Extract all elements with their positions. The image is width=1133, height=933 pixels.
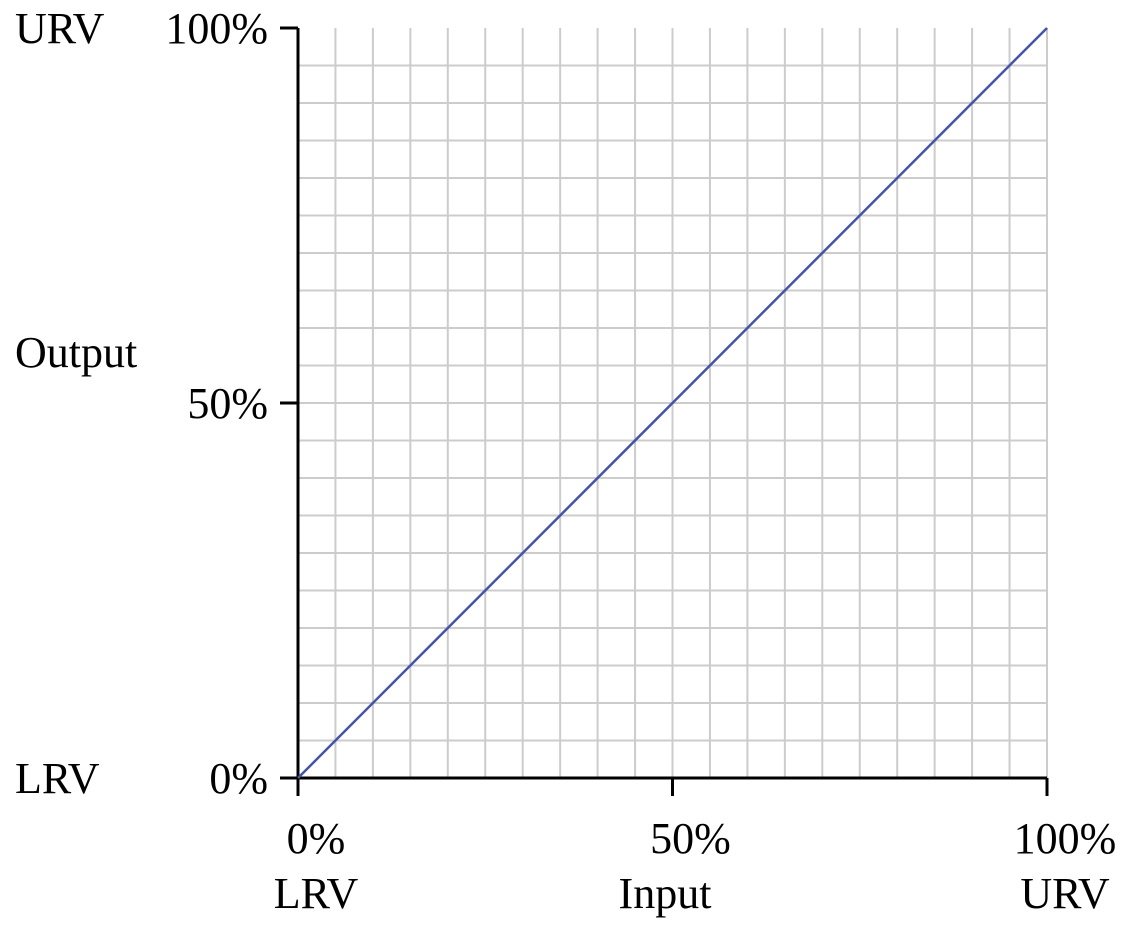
y-axis-label: Output — [15, 328, 137, 377]
y-tick-label: 0% — [209, 754, 268, 803]
y-tick-label: 100% — [165, 4, 268, 53]
x-tick-sublabel: LRV — [274, 869, 359, 918]
axes — [280, 26, 1049, 796]
series-line — [297, 27, 1048, 779]
x-tick-sublabel: URV — [1020, 869, 1110, 918]
x-tick-label: 100% — [1014, 814, 1117, 863]
labels: 0% LRV 50% 100% URV 0% LRV 50% 100% URV — [15, 4, 1116, 918]
y-tick-label: 50% — [187, 379, 268, 428]
x-axis-label: Input — [619, 869, 712, 918]
y-tick-sublabel: URV — [15, 4, 105, 53]
x-tick-label: 0% — [287, 814, 346, 863]
y-tick-sublabel: LRV — [15, 754, 100, 803]
x-tick-label: 50% — [650, 814, 731, 863]
grid — [298, 28, 1048, 779]
series-layer — [297, 27, 1048, 779]
